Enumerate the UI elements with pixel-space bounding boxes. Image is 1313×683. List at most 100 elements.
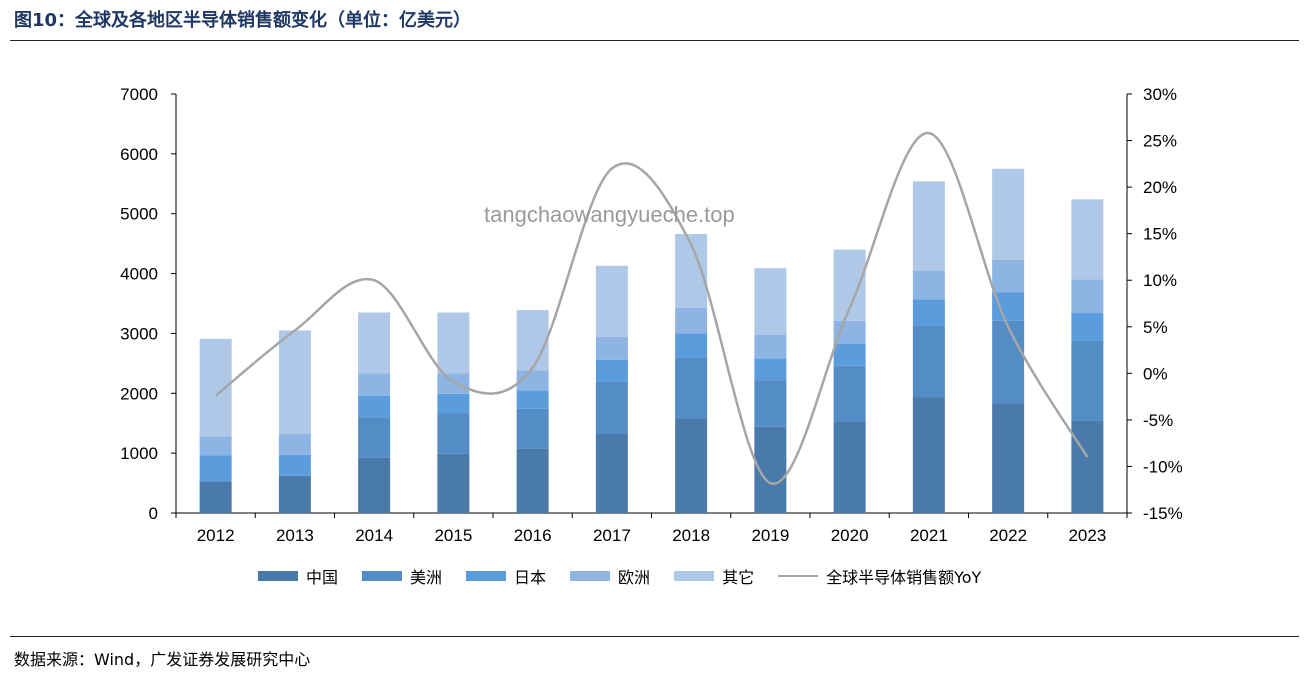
legend-label: 美洲 bbox=[410, 568, 443, 587]
x-tick-label: 2017 bbox=[593, 526, 631, 545]
bar-segment bbox=[675, 333, 708, 358]
legend-item: 日本 bbox=[466, 564, 546, 588]
bar-segment bbox=[516, 390, 549, 409]
bar-segment bbox=[754, 380, 787, 427]
bar-segment bbox=[754, 334, 787, 359]
legend-item: 美洲 bbox=[362, 564, 442, 588]
bar-segment bbox=[516, 310, 549, 371]
bar-segment bbox=[1071, 340, 1104, 421]
y-left-tick-label: 4000 bbox=[120, 265, 158, 284]
bar-segment bbox=[912, 397, 945, 513]
y-left-tick-label: 7000 bbox=[120, 85, 158, 104]
y-left-tick-label: 1000 bbox=[120, 444, 158, 463]
bar-segment bbox=[833, 343, 866, 366]
x-tick-label: 2012 bbox=[197, 526, 235, 545]
bar-segment bbox=[675, 307, 708, 334]
bar-segment bbox=[595, 265, 628, 338]
title-divider bbox=[10, 40, 1299, 41]
watermark: tangchaowangyueche.top bbox=[484, 202, 735, 227]
x-tick-label: 2014 bbox=[355, 526, 393, 545]
y-left-tick-label: 6000 bbox=[120, 145, 158, 164]
y-right-tick-label: 30% bbox=[1143, 85, 1177, 104]
bar-segment bbox=[437, 312, 470, 374]
x-tick-label: 2021 bbox=[910, 526, 948, 545]
bar-segment bbox=[833, 422, 866, 513]
bar-segment bbox=[595, 433, 628, 513]
y-left-tick-label: 3000 bbox=[120, 324, 158, 343]
y-right-tick-label: -10% bbox=[1143, 457, 1183, 476]
bar-segment bbox=[1071, 313, 1104, 341]
bar-segment bbox=[754, 268, 787, 335]
bar-segment bbox=[437, 373, 470, 394]
y-right-tick-label: 20% bbox=[1143, 178, 1177, 197]
y-right-tick-label: 0% bbox=[1143, 364, 1168, 383]
bar-segment bbox=[912, 299, 945, 326]
legend-swatch bbox=[466, 571, 507, 581]
bar-segment bbox=[278, 454, 311, 476]
legend-label: 其它 bbox=[722, 568, 755, 587]
bar-segment bbox=[1071, 279, 1104, 314]
bar-segment bbox=[358, 457, 391, 513]
chart-title: 图10：全球及各地区半导体销售额变化（单位：亿美元） bbox=[14, 10, 472, 31]
bar-segment bbox=[358, 373, 391, 396]
yoy-line bbox=[214, 131, 1089, 485]
y-right-tick-label: -5% bbox=[1143, 411, 1173, 430]
legend-line-swatch bbox=[778, 575, 819, 577]
source-divider bbox=[10, 636, 1299, 637]
legend-swatch bbox=[674, 571, 715, 581]
y-right-tick-label: 5% bbox=[1143, 318, 1168, 337]
x-tick-label: 2015 bbox=[434, 526, 472, 545]
chart-legend: 中国 美洲 日本 欧洲 其它 全球半导体销售额YoY bbox=[258, 564, 1005, 588]
bar-segment bbox=[992, 168, 1025, 260]
legend-swatch bbox=[362, 571, 403, 581]
y-left-tick-label: 5000 bbox=[120, 205, 158, 224]
source-note: 数据来源：Wind，广发证券发展研究中心 bbox=[14, 650, 311, 669]
legend-item: 欧洲 bbox=[570, 564, 650, 588]
bar-segment bbox=[754, 358, 787, 381]
bar-segment bbox=[278, 330, 311, 434]
bar-segment bbox=[278, 433, 311, 455]
bar-segment bbox=[358, 395, 391, 418]
legend-item: 中国 bbox=[258, 564, 338, 588]
legend-label: 欧洲 bbox=[618, 568, 651, 587]
bar-segment bbox=[595, 381, 628, 434]
bar-segment bbox=[912, 181, 945, 271]
bar-segment bbox=[833, 365, 866, 423]
y-right-tick-label: 15% bbox=[1143, 225, 1177, 244]
bar-segment bbox=[437, 413, 470, 454]
legend-label: 日本 bbox=[514, 568, 547, 587]
legend-label: 中国 bbox=[306, 568, 339, 587]
legend-swatch bbox=[258, 571, 298, 581]
x-tick-label: 2022 bbox=[989, 526, 1027, 545]
legend-item: 全球半导体销售额YoY bbox=[778, 564, 981, 588]
y-left-tick-label: 0 bbox=[149, 504, 158, 523]
y-right-tick-label: 10% bbox=[1143, 271, 1177, 290]
bar-segment bbox=[199, 436, 232, 456]
x-tick-label: 2013 bbox=[276, 526, 314, 545]
x-tick-label: 2018 bbox=[672, 526, 710, 545]
bar-segment bbox=[437, 393, 470, 414]
bar-segment bbox=[199, 455, 232, 482]
bar-segment bbox=[675, 357, 708, 419]
bar-segment bbox=[675, 418, 708, 513]
bar-segment bbox=[516, 448, 549, 513]
bar-segment bbox=[595, 359, 628, 382]
bar-segment bbox=[358, 312, 391, 374]
bar-segment bbox=[437, 453, 470, 513]
bar-segment bbox=[1071, 199, 1104, 280]
bar-segment bbox=[358, 417, 391, 458]
y-right-tick-label: -15% bbox=[1143, 504, 1183, 523]
legend-item: 其它 bbox=[674, 564, 754, 588]
bar-segment bbox=[1071, 420, 1104, 513]
bar-segment bbox=[516, 408, 549, 449]
y-left-tick-label: 2000 bbox=[120, 384, 158, 403]
bar-segment bbox=[992, 320, 1025, 404]
x-tick-label: 2023 bbox=[1068, 526, 1106, 545]
y-right-tick-label: 25% bbox=[1143, 132, 1177, 151]
x-tick-label: 2019 bbox=[751, 526, 789, 545]
bar-segment bbox=[992, 259, 1025, 293]
x-tick-label: 2020 bbox=[831, 526, 869, 545]
legend-swatch bbox=[570, 571, 611, 581]
bar-segment bbox=[912, 270, 945, 300]
